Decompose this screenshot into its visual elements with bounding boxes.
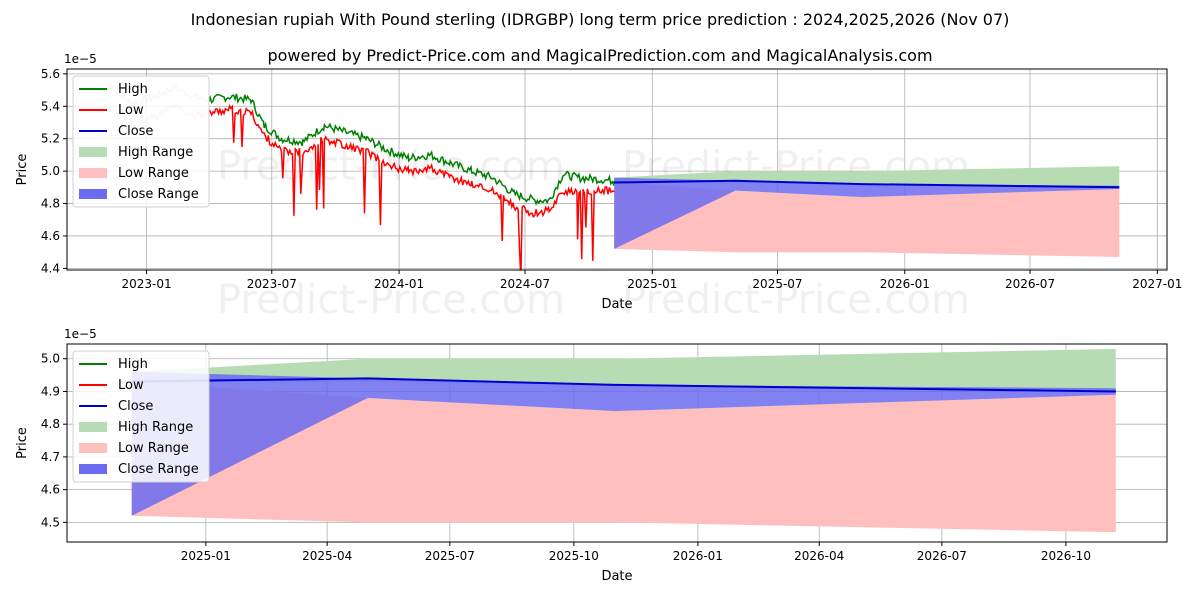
x-tick-label: 2024-01 <box>374 277 424 291</box>
axes-frame <box>66 343 1168 543</box>
legend-label: High <box>118 357 148 372</box>
legend-swatch <box>79 147 107 157</box>
low-range-area <box>614 182 1120 257</box>
x-tick-label: 2026-04 <box>794 549 844 563</box>
x-tick-label: 2024-07 <box>500 277 550 291</box>
x-tick-label: 2027-01 <box>1132 277 1182 291</box>
close-range-area <box>614 177 1120 249</box>
x-tick-label: 2026-10 <box>1041 549 1091 563</box>
x-tick-label: 2025-10 <box>549 549 599 563</box>
legend-label: Low Range <box>118 441 189 456</box>
exponent-label: 1e−5 <box>64 52 97 66</box>
y-tick-label: 4.6 <box>41 483 60 497</box>
low-range-area <box>131 381 1116 533</box>
legend-swatch <box>79 464 107 474</box>
x-axis-label: Date <box>601 569 632 584</box>
y-tick-label: 5.2 <box>41 132 60 146</box>
legend-swatch <box>79 443 107 453</box>
high-line <box>208 93 615 207</box>
legend-swatch <box>79 189 107 199</box>
plot-area <box>113 81 1120 270</box>
y-tick-label: 4.6 <box>41 229 60 243</box>
plot-area <box>131 348 1116 533</box>
x-tick-label: 2025-01 <box>627 277 677 291</box>
x-tick-label: 2023-01 <box>121 277 171 291</box>
y-tick-label: 5.4 <box>41 99 60 113</box>
legend-label: Low <box>118 103 144 118</box>
legend-label: High <box>118 82 148 97</box>
close-range-area <box>131 371 1116 516</box>
y-tick-label: 4.4 <box>41 261 60 275</box>
x-tick-label: 2025-07 <box>425 549 475 563</box>
legend-label: Close Range <box>118 187 199 202</box>
legend-swatch <box>79 168 107 178</box>
x-tick-label: 2026-01 <box>880 277 930 291</box>
x-tick-label: 2026-07 <box>917 549 967 563</box>
legend-label: Close <box>118 399 153 414</box>
legend-swatch <box>79 422 107 432</box>
watermark: Predict-Price.com <box>217 277 565 323</box>
chart-title: Indonesian rupiah With Pound sterling (I… <box>190 10 1010 29</box>
y-tick-label: 4.8 <box>41 417 60 431</box>
legend-label: Close Range <box>118 462 199 477</box>
y-axis-label: Price <box>15 154 30 186</box>
y-tick-label: 4.7 <box>41 450 60 464</box>
chart-subtitle: powered by Predict-Price.com and Magical… <box>267 46 933 65</box>
exponent-label: 1e−5 <box>64 327 97 341</box>
legend-label: Close <box>118 124 153 139</box>
x-tick-label: 2026-07 <box>1005 277 1055 291</box>
x-tick-label: 2025-07 <box>752 277 802 291</box>
x-tick-label: 2023-07 <box>247 277 297 291</box>
watermark: Predict-Price.com <box>622 277 970 323</box>
y-tick-label: 5.0 <box>41 352 60 366</box>
x-tick-label: 2025-01 <box>181 549 231 563</box>
x-axis-label: Date <box>601 297 632 312</box>
legend-label: Low <box>118 378 144 393</box>
x-tick-label: 2025-04 <box>302 549 352 563</box>
axes-frame <box>66 68 1168 271</box>
y-tick-label: 4.9 <box>41 384 60 398</box>
y-tick-label: 5.6 <box>41 67 60 81</box>
y-tick-label: 4.5 <box>41 515 60 529</box>
close-line <box>614 179 1120 189</box>
x-tick-label: 2026-01 <box>673 549 723 563</box>
close-line <box>131 377 1116 393</box>
legend-label: High Range <box>118 145 193 160</box>
y-axis-label: Price <box>15 427 30 459</box>
y-tick-label: 4.8 <box>41 197 60 211</box>
y-tick-label: 5.0 <box>41 164 60 178</box>
legend-label: Low Range <box>118 166 189 181</box>
low-line <box>208 104 615 270</box>
legend-label: High Range <box>118 420 193 435</box>
